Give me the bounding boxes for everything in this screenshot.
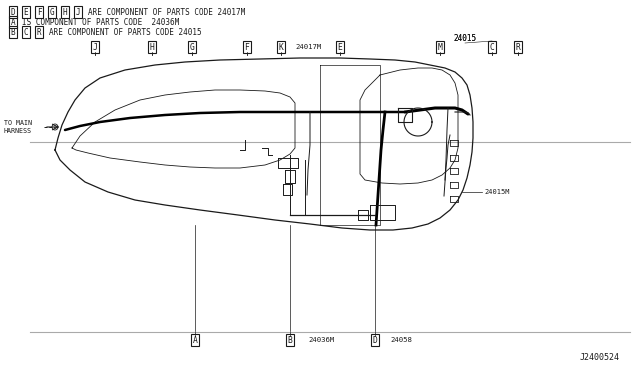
Text: C: C: [24, 28, 28, 36]
Text: A: A: [193, 336, 197, 345]
Text: 24015: 24015: [453, 33, 477, 42]
Text: B: B: [11, 28, 15, 36]
Text: TO MAIN
HARNESS: TO MAIN HARNESS: [4, 120, 32, 134]
Text: D: D: [372, 336, 378, 345]
Text: 24058: 24058: [390, 337, 412, 343]
Text: J2400524: J2400524: [580, 353, 620, 362]
Text: G: G: [189, 42, 195, 51]
Text: E: E: [24, 7, 28, 16]
Text: F: F: [36, 7, 42, 16]
Text: M: M: [438, 42, 442, 51]
Text: 24017M: 24017M: [295, 44, 321, 50]
Text: A: A: [11, 17, 15, 26]
Text: C: C: [490, 42, 495, 51]
Text: J: J: [93, 42, 97, 51]
Text: R: R: [516, 42, 520, 51]
Text: 24036M: 24036M: [308, 337, 334, 343]
Text: K: K: [278, 42, 284, 51]
Text: B: B: [287, 336, 292, 345]
Text: H: H: [63, 7, 67, 16]
Text: E: E: [337, 42, 342, 51]
Text: H: H: [150, 42, 154, 51]
Text: F: F: [244, 42, 250, 51]
Text: D: D: [11, 7, 15, 16]
Text: ARE COMPONENT OF PARTS CODE 24015: ARE COMPONENT OF PARTS CODE 24015: [49, 28, 202, 36]
Text: 24015M: 24015M: [484, 189, 509, 195]
Text: R: R: [36, 28, 42, 36]
Text: IS COMPONENT OF PARTS CODE  24036M: IS COMPONENT OF PARTS CODE 24036M: [22, 17, 179, 26]
Text: J: J: [76, 7, 80, 16]
Text: G: G: [50, 7, 54, 16]
Text: 24015: 24015: [453, 33, 477, 42]
Text: ARE COMPONENT OF PARTS CODE 24017M: ARE COMPONENT OF PARTS CODE 24017M: [88, 7, 245, 16]
